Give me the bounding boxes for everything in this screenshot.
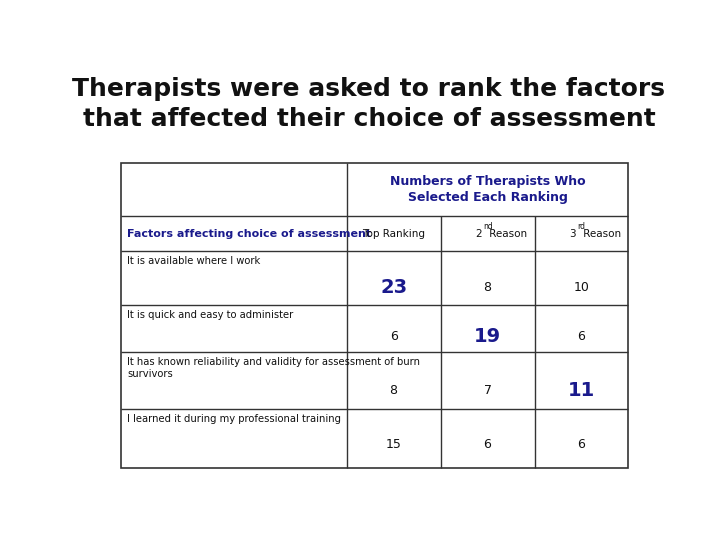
Text: 6: 6	[390, 330, 397, 343]
Text: It has known reliability and validity for assessment of burn
survivors: It has known reliability and validity fo…	[127, 357, 420, 379]
Text: 7: 7	[484, 384, 492, 397]
Text: Top Ranking: Top Ranking	[362, 228, 425, 239]
Text: 10: 10	[574, 281, 590, 294]
Text: 6: 6	[484, 438, 492, 451]
Text: nd: nd	[483, 222, 493, 231]
Text: 11: 11	[568, 381, 595, 400]
Text: 15: 15	[386, 438, 402, 451]
Text: It is quick and easy to administer: It is quick and easy to administer	[127, 309, 294, 320]
Text: rd: rd	[577, 222, 585, 231]
Text: Therapists were asked to rank the factors
that affected their choice of assessme: Therapists were asked to rank the factor…	[73, 77, 665, 131]
Text: 2: 2	[475, 228, 482, 239]
Text: 8: 8	[390, 384, 397, 397]
Text: 8: 8	[484, 281, 492, 294]
Text: It is available where I work: It is available where I work	[127, 256, 261, 266]
Text: 3: 3	[570, 228, 576, 239]
Text: Factors affecting choice of assessment: Factors affecting choice of assessment	[127, 228, 372, 239]
Text: 6: 6	[577, 438, 585, 451]
Text: 23: 23	[380, 278, 408, 297]
Text: 19: 19	[474, 327, 501, 346]
Text: I learned it during my professional training: I learned it during my professional trai…	[127, 414, 341, 423]
Text: Numbers of Therapists Who
Selected Each Ranking: Numbers of Therapists Who Selected Each …	[390, 174, 585, 204]
Text: Reason: Reason	[580, 228, 621, 239]
Text: Reason: Reason	[486, 228, 527, 239]
Text: 6: 6	[577, 330, 585, 343]
